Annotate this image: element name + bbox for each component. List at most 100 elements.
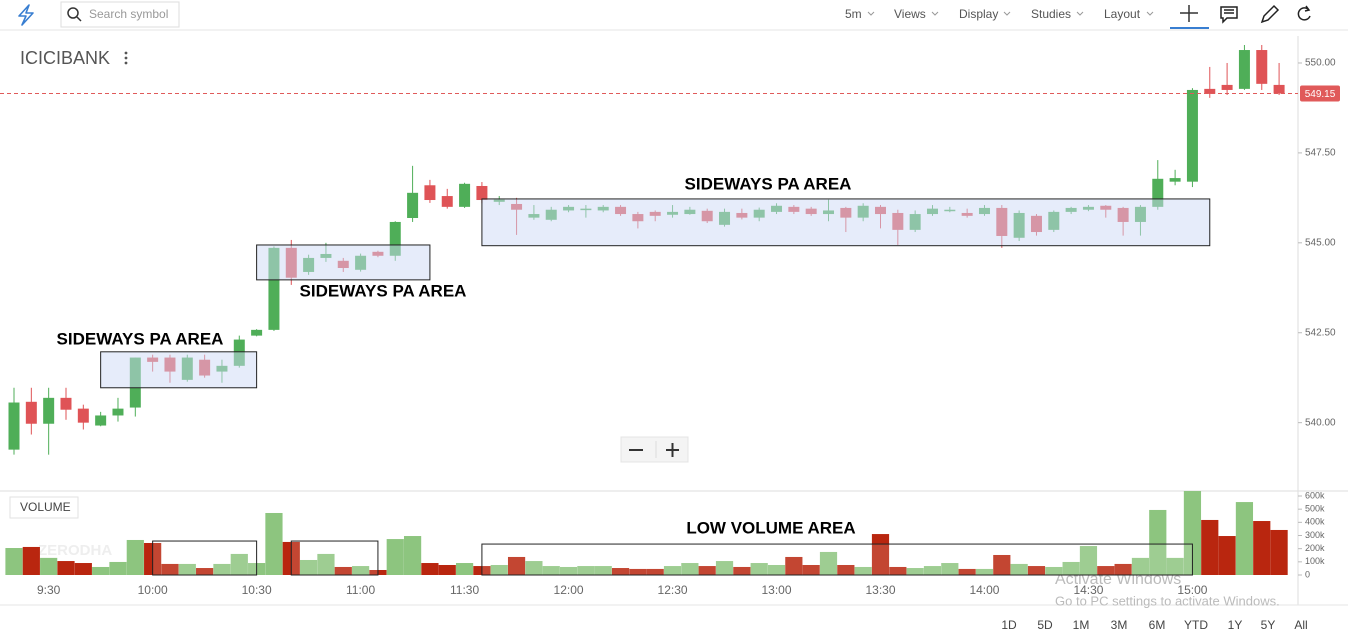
draw-button[interactable] xyxy=(1260,4,1280,24)
volume-bar xyxy=(438,564,456,575)
x-tick-label: 13:00 xyxy=(762,583,792,597)
volume-title: VOLUME xyxy=(20,500,71,514)
range-button[interactable]: 3M xyxy=(1111,618,1128,632)
range-button[interactable]: 5D xyxy=(1037,618,1053,632)
range-button[interactable]: 1M xyxy=(1073,618,1090,632)
volume-bar xyxy=(178,563,196,575)
volume-bar xyxy=(923,566,942,575)
candle-body xyxy=(459,183,471,207)
volume-bar xyxy=(92,566,110,575)
candle-body xyxy=(25,401,37,424)
candle-body xyxy=(43,397,55,424)
volume-bar xyxy=(889,566,907,575)
x-tick-label: 13:30 xyxy=(865,583,895,597)
search-placeholder[interactable]: Search symbol xyxy=(89,7,168,21)
volume-bar xyxy=(5,548,23,575)
zoom-in-button[interactable] xyxy=(666,443,679,457)
x-tick-label: 11:00 xyxy=(346,583,375,597)
volume-bar xyxy=(663,566,682,575)
x-tick-label: 14:30 xyxy=(1073,583,1103,597)
symbol-title: ICICIBANK xyxy=(20,48,110,68)
volume-bar xyxy=(1010,563,1028,575)
range-button[interactable]: 5Y xyxy=(1261,618,1276,632)
volume-bar xyxy=(161,563,179,575)
annotation-label: LOW VOLUME AREA xyxy=(686,518,855,537)
range-button[interactable]: 6M xyxy=(1149,618,1166,632)
volume-bar xyxy=(1114,563,1132,575)
candle-body xyxy=(476,185,488,201)
range-button[interactable]: 1D xyxy=(1001,618,1017,632)
range-button[interactable]: All xyxy=(1294,618,1307,632)
candle-body xyxy=(389,221,401,256)
volume-bar xyxy=(993,554,1011,575)
volume-bar xyxy=(40,557,58,575)
studies-menu[interactable]: Studies xyxy=(1031,7,1071,21)
watermark: ZERODHA xyxy=(38,542,112,559)
reset-button[interactable] xyxy=(1297,5,1311,21)
candle-body xyxy=(95,415,107,426)
range-button[interactable]: YTD xyxy=(1184,618,1208,632)
interval-menu[interactable]: 5m xyxy=(845,7,862,21)
volume-bar xyxy=(1079,546,1098,575)
views-menu[interactable]: Views xyxy=(894,7,926,21)
volume-bar xyxy=(265,512,283,575)
volume-bar xyxy=(542,566,560,575)
candle-body xyxy=(1273,84,1285,94)
volume-bar xyxy=(958,568,976,575)
volume-bar xyxy=(698,566,716,575)
volume-bar xyxy=(300,559,318,575)
layout-menu[interactable]: Layout xyxy=(1104,7,1141,21)
comment-button[interactable] xyxy=(1220,6,1238,24)
candle-body xyxy=(1152,178,1164,207)
candle-body xyxy=(1256,50,1268,84)
volume-bar xyxy=(854,566,872,575)
x-tick-label: 10:30 xyxy=(242,583,272,597)
annotation-box xyxy=(256,244,431,281)
volume-bar xyxy=(975,568,994,575)
search-icon xyxy=(67,7,79,19)
candle-body xyxy=(1169,178,1181,182)
candle-body xyxy=(407,192,419,218)
volume-bar xyxy=(109,561,127,575)
volume-bar xyxy=(421,563,439,575)
candle-body xyxy=(60,397,72,410)
volume-bar xyxy=(715,561,734,575)
volume-bar xyxy=(1027,566,1046,575)
volume-bar xyxy=(1131,557,1150,575)
display-menu[interactable]: Display xyxy=(959,7,998,21)
volume-bar xyxy=(1253,521,1271,575)
volume-bar xyxy=(594,566,612,575)
volume-bar xyxy=(1270,529,1288,575)
y-tick-label: 545.00 xyxy=(1305,237,1336,248)
x-tick-label: 10:00 xyxy=(138,583,168,597)
y-tick-label: 200k xyxy=(1305,543,1325,553)
volume-bar xyxy=(629,568,647,575)
annotation-label: SIDEWAYS PA AREA xyxy=(300,281,467,300)
volume-bar xyxy=(1045,566,1063,575)
logo-icon xyxy=(18,4,34,26)
y-tick-label: 600k xyxy=(1305,490,1325,500)
volume-bar xyxy=(802,564,820,575)
crosshair-button[interactable] xyxy=(1180,5,1198,22)
x-tick-label: 15:00 xyxy=(1177,583,1207,597)
y-tick-label: 0 xyxy=(1305,569,1310,579)
last-price-label: 549.15 xyxy=(1305,89,1336,100)
menu-chevrons xyxy=(867,11,1154,16)
volume-bar xyxy=(733,566,751,575)
annotation-box xyxy=(152,540,258,576)
volume-bar xyxy=(767,564,786,575)
last-price-badge xyxy=(1300,85,1340,102)
x-tick-label: 9:30 xyxy=(37,583,61,597)
volume-bar xyxy=(334,566,352,575)
volume-bar xyxy=(559,566,578,575)
annotation-box xyxy=(481,543,1193,576)
search-box[interactable] xyxy=(60,1,180,28)
volume-bar xyxy=(126,539,144,575)
x-tick-label: 12:00 xyxy=(554,583,584,597)
range-button[interactable]: 1Y xyxy=(1228,618,1243,632)
volume-label-box xyxy=(9,496,79,519)
x-tick-label: 14:00 xyxy=(969,583,999,597)
search-icon xyxy=(76,16,82,22)
symbol-menu[interactable] xyxy=(124,51,128,65)
